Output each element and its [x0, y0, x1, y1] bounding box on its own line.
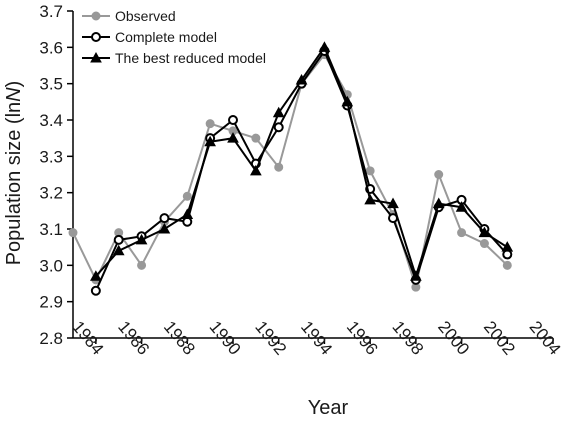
- data-point: [365, 166, 375, 176]
- data-point: [91, 11, 101, 21]
- y-tick-label: 3.0: [39, 256, 63, 275]
- data-point: [341, 95, 354, 107]
- data-point: [228, 115, 238, 125]
- data-point: [387, 197, 399, 209]
- data-point: [295, 74, 308, 85]
- data-point: [364, 193, 376, 205]
- data-point: [272, 106, 285, 118]
- data-point: [250, 164, 262, 176]
- data-point: [137, 260, 147, 270]
- axes: [72, 11, 553, 339]
- legend-item: The best reduced model: [82, 50, 266, 66]
- data-point: [432, 197, 445, 209]
- data-point: [273, 122, 284, 133]
- series-layer: [68, 41, 514, 296]
- legend-label: Observed: [115, 8, 176, 24]
- legend-item: Observed: [82, 8, 176, 24]
- data-point: [158, 222, 171, 234]
- data-point: [112, 244, 125, 256]
- data-point: [135, 233, 148, 245]
- y-tick-label: 3.5: [39, 75, 63, 94]
- data-point: [318, 41, 331, 52]
- series-0: [68, 50, 512, 292]
- data-point: [182, 191, 192, 201]
- data-point: [204, 135, 216, 147]
- y-tick-label: 3.2: [39, 184, 63, 203]
- data-point: [251, 133, 261, 143]
- legend-item: Complete model: [82, 29, 217, 45]
- data-point: [90, 270, 102, 281]
- y-tick-label: 3.4: [39, 111, 63, 130]
- data-point: [181, 208, 194, 219]
- data-point: [68, 228, 78, 238]
- data-point: [91, 32, 101, 42]
- series-line: [72, 52, 508, 288]
- x-axis-title: Year: [308, 397, 349, 419]
- data-point: [227, 132, 239, 143]
- data-point: [90, 285, 101, 296]
- legend-label: Complete model: [115, 29, 217, 45]
- data-point: [457, 228, 467, 238]
- y-tick-label: 2.8: [39, 329, 63, 348]
- data-point: [502, 260, 512, 270]
- data-point: [410, 270, 422, 281]
- data-point: [501, 241, 514, 252]
- data-point: [90, 51, 102, 63]
- data-point: [479, 239, 489, 249]
- data-point: [455, 201, 468, 212]
- data-point: [205, 119, 215, 129]
- data-point: [159, 213, 170, 224]
- y-tick-label: 3.1: [39, 220, 63, 239]
- x-axis-ticks: 1984 1986 1988 1990 1992 1994 1996 1998 2000 2002…: [68, 317, 564, 358]
- y-tick-label: 2.9: [39, 293, 63, 312]
- series-2: [90, 41, 514, 281]
- data-point: [113, 234, 124, 245]
- data-point: [478, 226, 491, 238]
- data-point: [274, 162, 284, 172]
- legend: Observed Complete model The best reduced m…: [82, 8, 266, 66]
- y-tick-label: 3.6: [39, 38, 63, 57]
- y-tick-label: 3.3: [39, 147, 63, 166]
- legend-label: The best reduced model: [115, 50, 266, 66]
- y-axis-ticks: 2.8 2.9 3.0 3.1 3.2 3.3 3.4 3.5 3.6 3.7: [39, 2, 73, 348]
- data-point: [434, 170, 444, 179]
- y-axis-title: Population size (lnN): [3, 81, 25, 266]
- y-tick-label: 3.7: [39, 2, 63, 21]
